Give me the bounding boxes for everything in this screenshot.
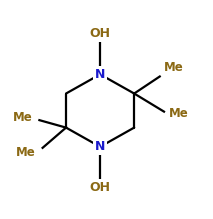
Text: N: N [95,68,105,81]
Text: N: N [95,140,105,153]
Text: Me: Me [169,107,189,120]
Text: Me: Me [164,62,184,74]
Text: Me: Me [15,146,35,159]
Text: Me: Me [13,111,33,124]
Text: OH: OH [90,181,111,194]
Text: OH: OH [90,27,111,40]
